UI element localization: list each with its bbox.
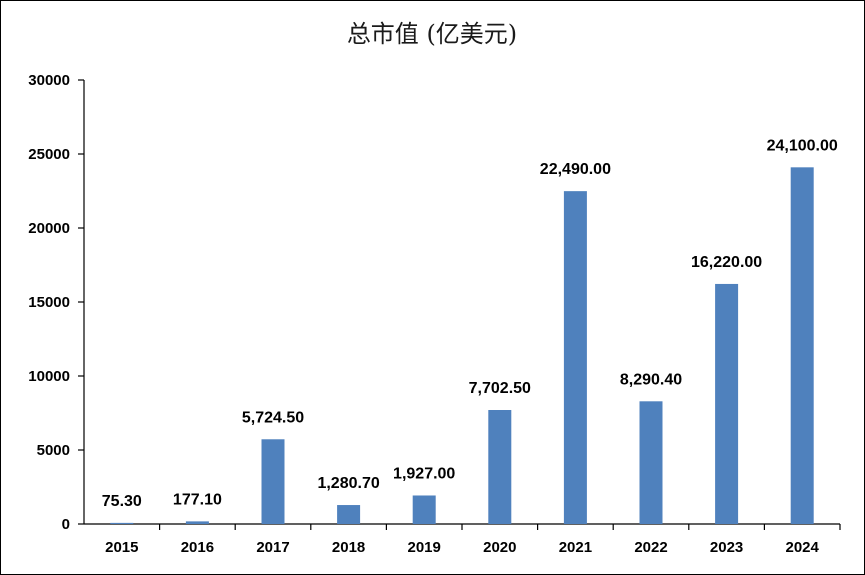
y-tick-label: 30000 (28, 72, 70, 89)
x-tick-label: 2015 (105, 539, 138, 556)
x-tick-label: 2018 (332, 539, 365, 556)
data-label: 75.30 (102, 493, 142, 510)
bar (412, 495, 436, 524)
bar (261, 439, 285, 524)
data-label: 5,724.50 (242, 409, 304, 426)
bars (110, 167, 814, 524)
x-tick-label: 2021 (559, 539, 592, 556)
x-tick-label: 2024 (786, 539, 820, 556)
y-tick-label: 25000 (28, 146, 70, 163)
bar (110, 522, 134, 524)
y-tick-label: 15000 (28, 294, 70, 311)
data-label: 177.10 (173, 491, 222, 508)
x-tick-label: 2022 (634, 539, 667, 556)
data-labels: 75.30 177.10 5,724.50 1,280.70 1,927.00 7,702… (102, 137, 838, 510)
x-tick-label: 2016 (181, 539, 214, 556)
data-label: 1,927.00 (393, 465, 455, 482)
bar (337, 505, 361, 524)
chart-title: 总市值 (亿美元) (347, 20, 517, 48)
data-label: 24,100.00 (767, 137, 838, 154)
bar (185, 521, 209, 524)
x-tick-label: 2017 (256, 539, 289, 556)
y-axis: 0 5000 10000 15000 20000 25000 30000 (28, 72, 85, 533)
data-label: 1,280.70 (317, 475, 379, 492)
x-tick-label: 2019 (408, 539, 441, 556)
data-label: 8,290.40 (620, 371, 682, 388)
bar (563, 191, 587, 524)
y-tick-label: 20000 (28, 220, 70, 237)
data-label: 7,702.50 (469, 380, 531, 397)
bar (488, 410, 512, 524)
bar (790, 167, 814, 524)
data-label: 22,490.00 (540, 161, 611, 178)
data-label: 16,220.00 (691, 254, 762, 271)
y-tick-label: 10000 (28, 368, 70, 385)
x-axis: 2015 2016 2017 2018 2019 2020 2021 2022 2023 2024 (84, 523, 841, 556)
bar (639, 401, 663, 524)
y-tick-label: 0 (62, 516, 70, 533)
bar (715, 283, 739, 524)
y-tick-label: 5000 (37, 442, 70, 459)
x-tick-label: 2020 (483, 539, 516, 556)
x-tick-label: 2023 (710, 539, 743, 556)
